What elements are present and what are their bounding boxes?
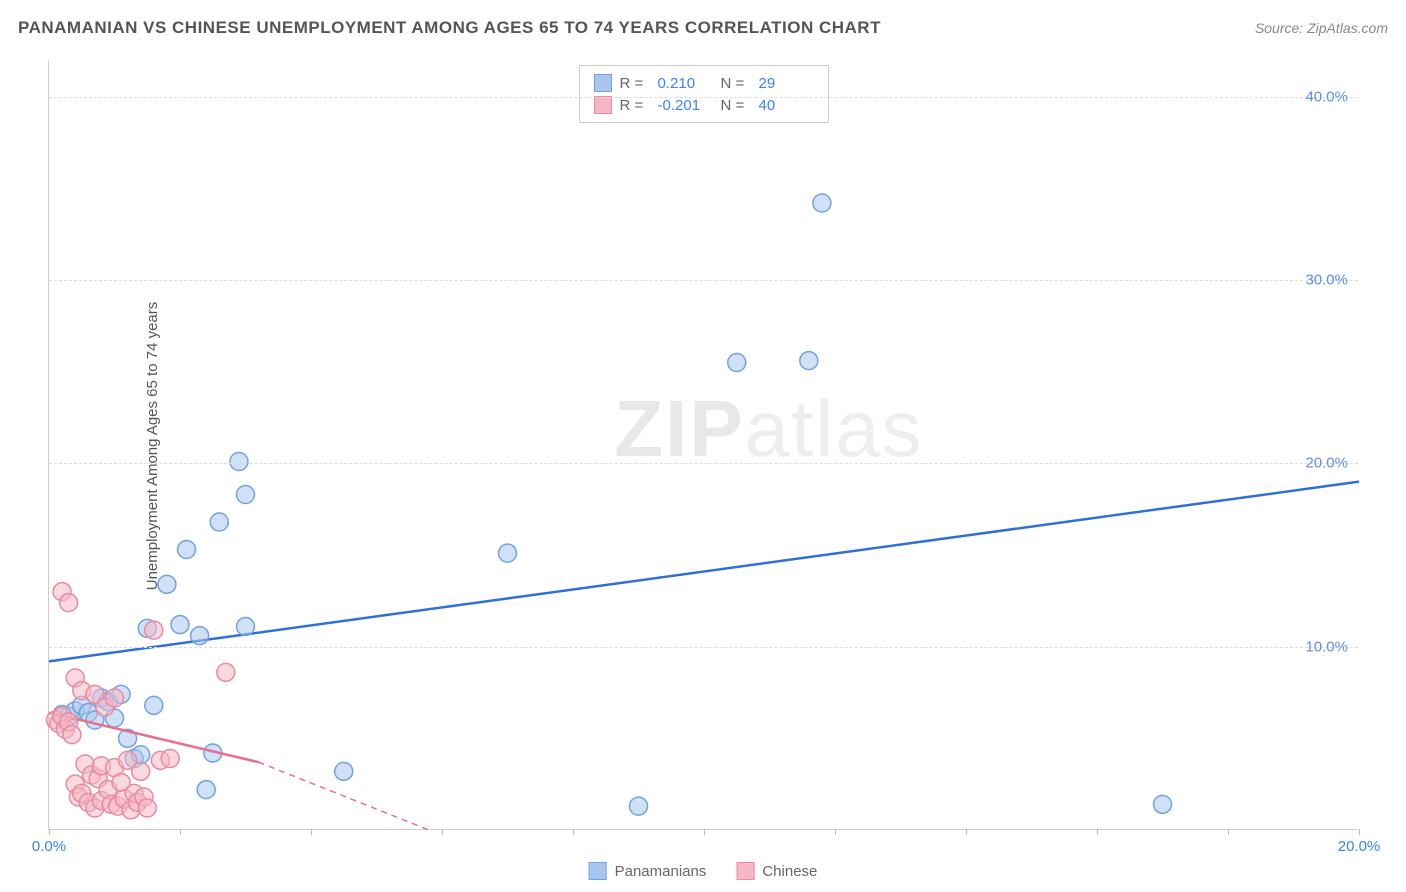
- data-point: [138, 799, 156, 817]
- n-value: 40: [759, 97, 814, 114]
- x-tick: [49, 829, 50, 835]
- x-tick-label: 0.0%: [32, 838, 66, 855]
- data-point: [178, 541, 196, 559]
- r-value: -0.201: [658, 97, 713, 114]
- x-tick: [180, 829, 181, 835]
- legend-swatch: [736, 862, 754, 880]
- x-tick: [1228, 829, 1229, 835]
- r-label: R =: [620, 75, 650, 92]
- x-tick: [1097, 829, 1098, 835]
- legend-swatch: [594, 74, 612, 92]
- data-point: [499, 544, 517, 562]
- x-tick-label: 20.0%: [1338, 838, 1381, 855]
- x-tick: [442, 829, 443, 835]
- y-tick-label: 20.0%: [1305, 455, 1348, 472]
- data-point: [63, 726, 81, 744]
- data-point: [630, 797, 648, 815]
- y-tick-label: 30.0%: [1305, 272, 1348, 289]
- data-point: [217, 663, 235, 681]
- x-tick: [573, 829, 574, 835]
- correlation-stats-box: R = 0.210 N = 29 R = -0.201 N = 40: [579, 65, 829, 123]
- n-label: N =: [721, 97, 751, 114]
- x-tick: [966, 829, 967, 835]
- legend-swatch: [594, 96, 612, 114]
- data-point: [335, 762, 353, 780]
- n-value: 29: [759, 75, 814, 92]
- gridline: [49, 647, 1358, 648]
- x-tick: [704, 829, 705, 835]
- r-value: 0.210: [658, 75, 713, 92]
- data-point: [237, 618, 255, 636]
- gridline: [49, 463, 1358, 464]
- chart-plot-area: ZIPatlas R =0.210N =29R =-0.201N =40 10.…: [48, 60, 1358, 830]
- x-tick: [1359, 829, 1360, 835]
- stat-row: R = 0.210 N = 29: [594, 72, 814, 94]
- source-label: Source: ZipAtlas.com: [1255, 20, 1388, 36]
- data-point: [813, 194, 831, 212]
- data-point: [145, 621, 163, 639]
- y-tick-label: 40.0%: [1305, 88, 1348, 105]
- data-point: [210, 513, 228, 531]
- data-point: [60, 594, 78, 612]
- data-point: [132, 762, 150, 780]
- data-point: [158, 575, 176, 593]
- gridline: [49, 97, 1358, 98]
- data-point: [197, 781, 215, 799]
- gridline: [49, 280, 1358, 281]
- legend-label: Panamanians: [615, 863, 707, 880]
- r-label: R =: [620, 97, 650, 114]
- data-point: [230, 453, 248, 471]
- n-label: N =: [721, 75, 751, 92]
- data-point: [191, 627, 209, 645]
- data-point: [728, 354, 746, 372]
- legend-label: Chinese: [762, 863, 817, 880]
- chart-title: PANAMANIAN VS CHINESE UNEMPLOYMENT AMONG…: [18, 18, 881, 38]
- data-point: [161, 750, 179, 768]
- data-point: [171, 616, 189, 634]
- legend-item: Panamanians: [589, 862, 707, 880]
- x-tick: [835, 829, 836, 835]
- data-point: [1154, 795, 1172, 813]
- series-legend: Panamanians Chinese: [589, 862, 818, 880]
- data-point: [800, 352, 818, 370]
- data-point: [106, 689, 124, 707]
- legend-swatch: [589, 862, 607, 880]
- scatter-svg: [49, 60, 1358, 829]
- legend-item: Chinese: [736, 862, 817, 880]
- header: PANAMANIAN VS CHINESE UNEMPLOYMENT AMONG…: [18, 18, 1388, 38]
- x-tick: [311, 829, 312, 835]
- y-tick-label: 10.0%: [1305, 638, 1348, 655]
- data-point: [145, 696, 163, 714]
- data-point: [237, 486, 255, 504]
